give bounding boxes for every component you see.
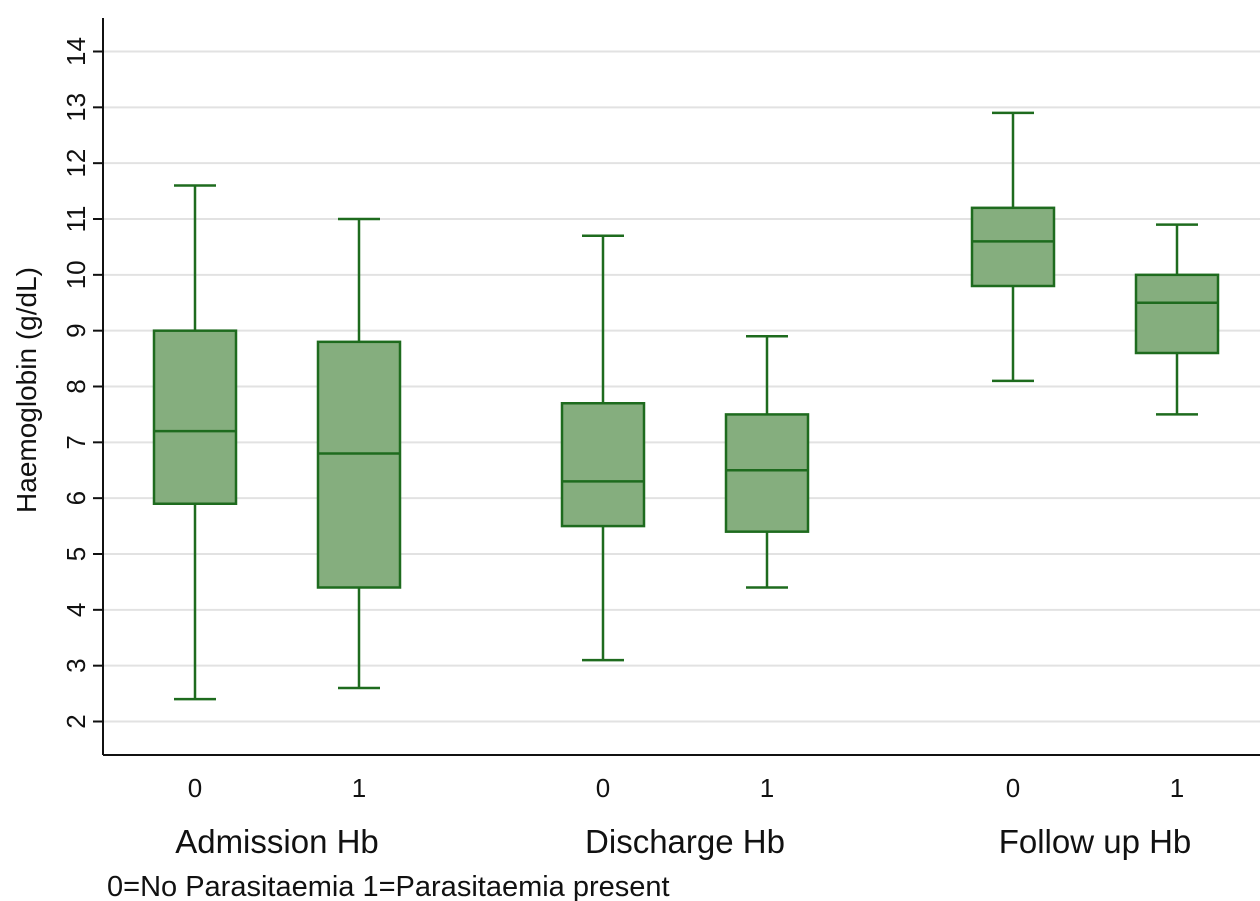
footnote: 0=No Parasitaemia 1=Parasitaemia present [107, 871, 670, 901]
x-category-label-g1-c1: 1 [760, 773, 774, 803]
iqr-box-g2-c0 [972, 208, 1054, 286]
x-category-label-g0-c0: 0 [188, 773, 202, 803]
y-tick-label-8: 8 [61, 379, 91, 393]
iqr-box-g2-c1 [1136, 275, 1218, 353]
x-category-label-g0-c1: 1 [352, 773, 366, 803]
y-tick-label-4: 4 [61, 603, 91, 617]
y-tick-label-6: 6 [61, 491, 91, 505]
iqr-box-g1-c0 [562, 403, 644, 526]
y-ticks: 2 3 4 5 6 7 8 9 10 11 12 13 14 [61, 37, 103, 729]
iqr-box-g0-c1 [318, 342, 400, 588]
y-tick-label-5: 5 [61, 547, 91, 561]
y-axis-label: Haemoglobin (g/dL) [11, 267, 42, 513]
x-category-label-g2-c1: 1 [1170, 773, 1184, 803]
y-tick-label-7: 7 [61, 435, 91, 449]
grid-lines [103, 52, 1260, 722]
y-tick-label-3: 3 [61, 658, 91, 672]
y-tick-label-11: 11 [61, 206, 91, 233]
x-category-label-g1-c0: 0 [596, 773, 610, 803]
y-tick-label-14: 14 [61, 37, 91, 66]
y-tick-label-12: 12 [61, 149, 91, 178]
x-category-label-g2-c0: 0 [1006, 773, 1020, 803]
group-label-0: Admission Hb [175, 823, 379, 860]
boxes [154, 113, 1218, 699]
y-tick-label-9: 9 [61, 323, 91, 337]
group-label-2: Follow up Hb [999, 823, 1192, 860]
iqr-box-g0-c0 [154, 331, 236, 504]
y-tick-label-10: 10 [61, 260, 91, 289]
group-label-1: Discharge Hb [585, 823, 785, 860]
x-ticks: 0 1 Admission Hb 0 1 Discharge Hb 0 1 Follow up … [175, 773, 1191, 860]
iqr-box-g1-c1 [726, 414, 808, 531]
y-tick-label-2: 2 [61, 714, 91, 728]
y-tick-label-13: 13 [61, 93, 91, 122]
